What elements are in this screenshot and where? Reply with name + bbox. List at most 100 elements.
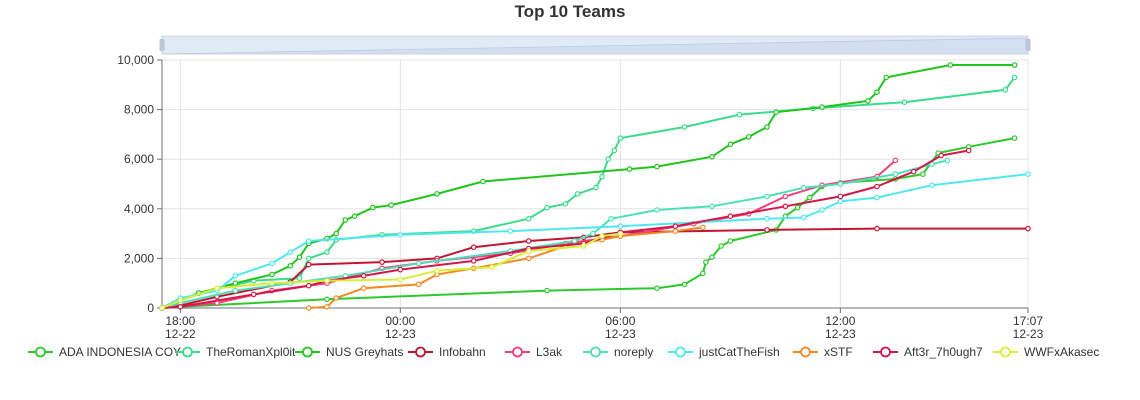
data-point[interactable] — [782, 203, 789, 210]
data-point[interactable] — [709, 254, 715, 261]
data-point[interactable] — [232, 280, 239, 287]
data-point[interactable] — [800, 214, 807, 221]
data-point[interactable] — [571, 238, 578, 244]
data-point[interactable] — [837, 181, 844, 187]
data-point[interactable] — [214, 285, 220, 292]
data-point[interactable] — [773, 109, 780, 115]
data-point[interactable] — [681, 124, 688, 130]
data-point[interactable] — [617, 223, 624, 230]
data-point[interactable] — [177, 297, 184, 304]
data-point[interactable] — [324, 277, 330, 284]
data-point[interactable] — [360, 285, 367, 292]
series-line[interactable] — [308, 226, 704, 309]
legend-item-l3ak[interactable]: L3ak — [505, 343, 562, 361]
legend-item-wwfxakasec[interactable]: WWFxAkasec — [993, 343, 1099, 361]
data-point[interactable] — [507, 228, 514, 234]
data-point[interactable] — [593, 184, 599, 191]
data-point[interactable] — [269, 260, 275, 267]
data-point[interactable] — [232, 272, 239, 279]
data-point[interactable] — [700, 270, 706, 277]
data-point[interactable] — [910, 168, 917, 175]
data-point[interactable] — [287, 249, 294, 256]
legend-item-infobahn[interactable]: Infobahn — [408, 343, 486, 361]
data-point[interactable] — [654, 207, 660, 213]
series-line[interactable] — [161, 137, 1015, 309]
data-point[interactable] — [626, 166, 633, 172]
data-point[interactable] — [269, 280, 275, 287]
data-point[interactable] — [599, 233, 605, 239]
data-point[interactable] — [806, 194, 813, 201]
data-point[interactable] — [351, 213, 358, 220]
data-point[interactable] — [415, 281, 422, 288]
data-point[interactable] — [681, 281, 688, 288]
data-point[interactable] — [305, 282, 312, 289]
data-point[interactable] — [1011, 135, 1018, 141]
data-point[interactable] — [489, 264, 495, 270]
data-point[interactable] — [700, 224, 706, 231]
data-point[interactable] — [177, 303, 184, 310]
series-line[interactable] — [161, 232, 621, 309]
data-point[interactable] — [1025, 225, 1031, 232]
data-point[interactable] — [305, 255, 312, 262]
data-point[interactable] — [672, 223, 679, 230]
data-point[interactable] — [580, 243, 587, 249]
data-point[interactable] — [611, 147, 618, 154]
series-wwfxakasec[interactable] — [159, 230, 624, 311]
data-point[interactable] — [709, 153, 715, 160]
data-point[interactable] — [324, 303, 330, 310]
data-point[interactable] — [718, 243, 725, 249]
data-point[interactable] — [544, 287, 550, 294]
data-point[interactable] — [434, 191, 440, 197]
data-point[interactable] — [608, 215, 615, 222]
data-point[interactable] — [874, 89, 880, 96]
data-point[interactable] — [874, 225, 880, 232]
data-point[interactable] — [397, 232, 404, 238]
legend-item-noreply[interactable]: noreply — [583, 343, 653, 361]
data-point[interactable] — [599, 173, 605, 180]
data-point[interactable] — [333, 230, 340, 237]
data-point[interactable] — [269, 271, 275, 278]
data-point[interactable] — [369, 204, 376, 211]
data-point[interactable] — [794, 204, 801, 211]
data-point[interactable] — [654, 285, 660, 292]
data-point[interactable] — [874, 194, 880, 201]
data-point[interactable] — [837, 193, 844, 200]
data-point[interactable] — [296, 275, 303, 282]
series-justcatthefish[interactable] — [159, 171, 1031, 311]
data-point[interactable] — [159, 305, 165, 311]
data-point[interactable] — [590, 230, 596, 237]
data-point[interactable] — [1025, 171, 1031, 177]
data-point[interactable] — [562, 201, 569, 207]
data-point[interactable] — [525, 215, 532, 222]
data-point[interactable] — [947, 62, 954, 68]
data-point[interactable] — [782, 193, 789, 200]
data-point[interactable] — [470, 244, 477, 251]
series-line[interactable] — [161, 76, 1016, 309]
data-point[interactable] — [865, 98, 871, 104]
data-point[interactable] — [544, 204, 550, 211]
data-point[interactable] — [736, 111, 743, 118]
data-point[interactable] — [764, 193, 770, 200]
data-point[interactable] — [397, 266, 404, 273]
datazoom-slider[interactable] — [159, 35, 1031, 55]
legend-item-nus-greyhats[interactable]: NUS Greyhats — [295, 343, 403, 361]
data-point[interactable] — [305, 261, 312, 268]
data-point[interactable] — [333, 295, 340, 301]
data-point[interactable] — [944, 157, 951, 164]
data-point[interactable] — [764, 215, 770, 222]
data-point[interactable] — [296, 254, 303, 261]
data-point[interactable] — [672, 228, 679, 234]
data-point[interactable] — [938, 152, 945, 159]
datazoom-handle-left[interactable] — [159, 39, 165, 51]
data-point[interactable] — [360, 272, 367, 279]
data-point[interactable] — [525, 255, 532, 262]
data-point[interactable] — [892, 157, 899, 164]
data-point[interactable] — [727, 238, 734, 244]
data-point[interactable] — [892, 171, 899, 177]
legend-item-theromanxpl0it[interactable]: TheRomanXpl0it — [175, 343, 295, 361]
data-point[interactable] — [965, 147, 972, 154]
legend-item-aft3r-7h0ugh7[interactable]: Aft3r_7h0ugh7 — [873, 343, 983, 361]
series-line[interactable] — [161, 159, 948, 309]
data-point[interactable] — [874, 183, 880, 190]
data-point[interactable] — [480, 178, 486, 185]
